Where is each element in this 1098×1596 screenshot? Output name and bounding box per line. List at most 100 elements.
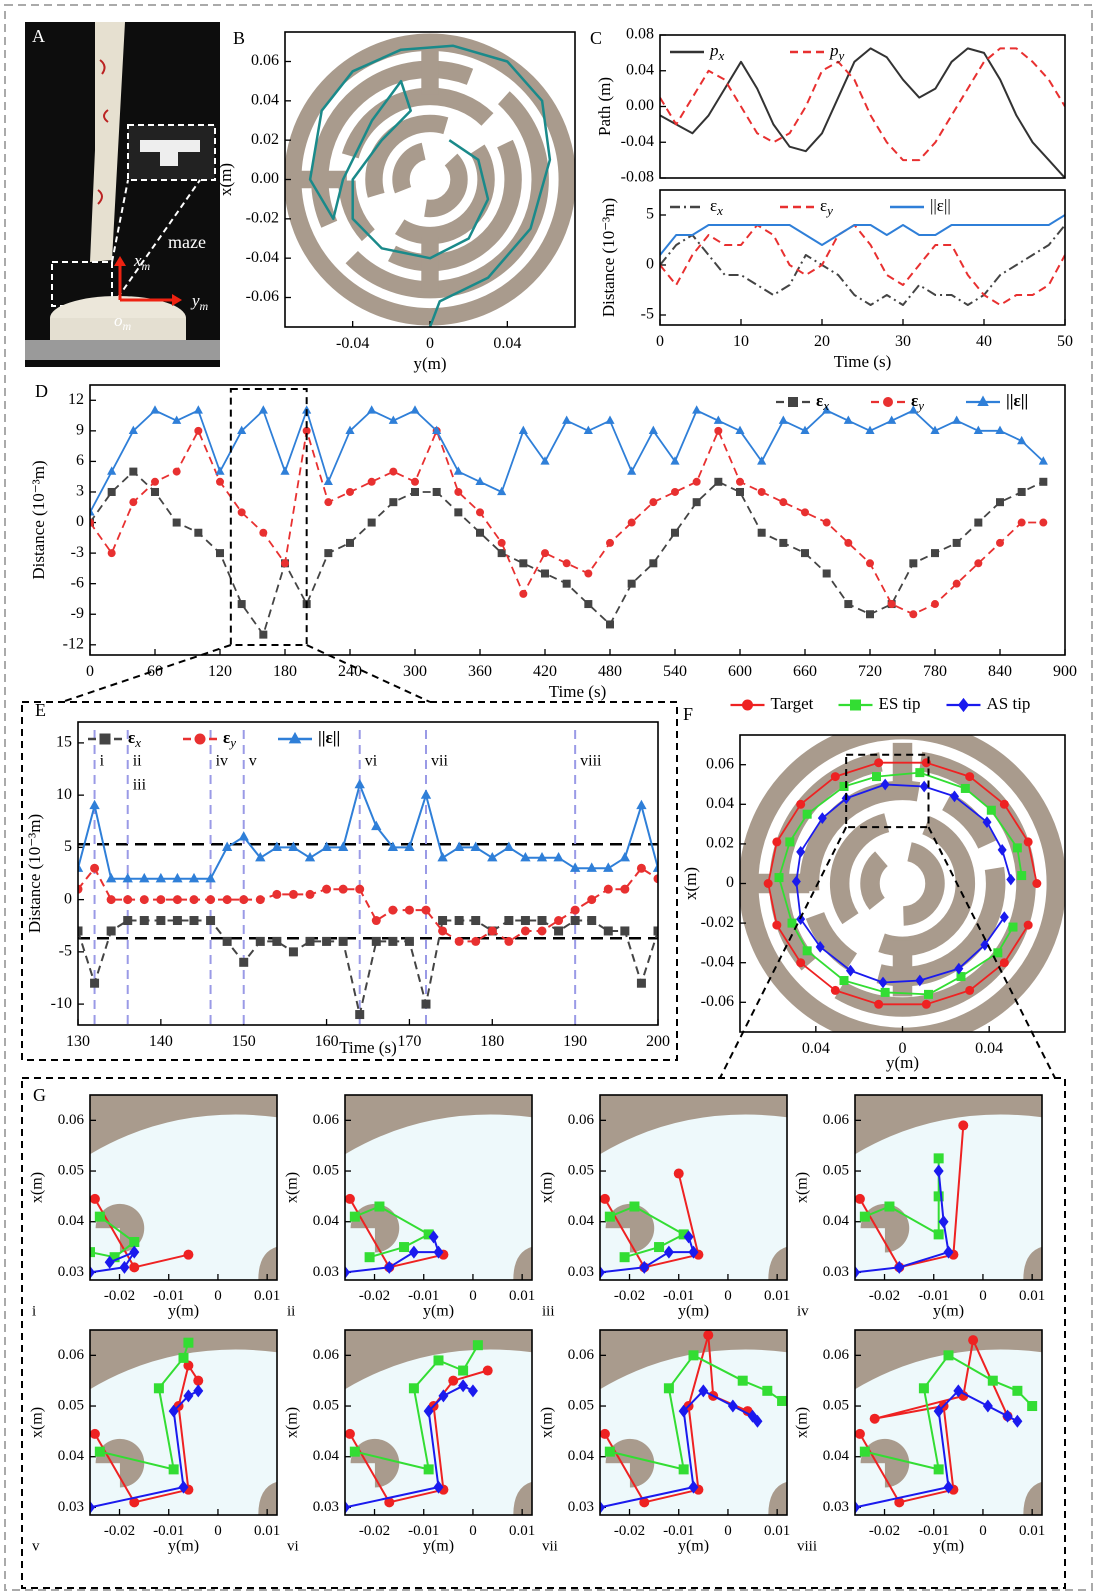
legend-label: ||ε|| (318, 728, 340, 747)
maze-wall (374, 123, 486, 235)
data-point (256, 895, 265, 904)
x-tick-label: -0.01 (408, 1523, 439, 1539)
data-point (422, 906, 431, 915)
data-point (173, 895, 182, 904)
data-point (355, 885, 364, 894)
data-point (448, 1376, 458, 1386)
x-tick-label: 120 (208, 663, 232, 680)
legend-name: ε (820, 196, 827, 215)
event-label: ii (133, 753, 142, 770)
x-axis-label: y(m) (423, 1538, 454, 1555)
data-point (924, 990, 933, 999)
data-point (1000, 958, 1009, 967)
data-point (538, 926, 547, 935)
data-point (350, 1447, 360, 1457)
y-tick-label: 0.04 (313, 1213, 340, 1229)
data-point (173, 468, 181, 476)
y-tick-label: -3 (71, 544, 84, 561)
data-point (1018, 519, 1026, 527)
data-point (605, 1447, 615, 1457)
x-tick-label: 0.01 (254, 1523, 280, 1539)
data-point (424, 1464, 434, 1474)
legend-name: ||ε|| (318, 728, 340, 747)
zoom-connector (62, 645, 430, 702)
data-point (571, 906, 580, 915)
data-point (306, 937, 315, 946)
data-point (434, 1355, 444, 1365)
legend-label: ||ε|| (930, 196, 951, 215)
data-point (306, 890, 315, 899)
data-point (95, 1447, 105, 1457)
y-axis-label: x(m) (284, 1172, 301, 1203)
data-point (620, 1252, 630, 1262)
data-point (803, 810, 812, 819)
x-tick-label: 240 (338, 663, 362, 680)
data-point (488, 926, 497, 935)
x-tick-label: 0 (426, 335, 434, 352)
data-point (922, 1000, 931, 1009)
data-point (600, 1194, 610, 1204)
data-point (193, 1376, 203, 1386)
data-point (239, 831, 249, 840)
data-point (961, 784, 970, 793)
x-tick-label: -0.02 (104, 1523, 135, 1539)
y-tick-label: 0.04 (251, 92, 279, 109)
legend-marker (195, 734, 206, 745)
data-point (368, 519, 376, 527)
x-tick-label: 0.01 (509, 1288, 535, 1304)
data-point (405, 906, 414, 915)
data-point (692, 405, 701, 413)
series-line (660, 225, 1065, 305)
data-point (1013, 843, 1022, 852)
data-point (553, 852, 563, 861)
data-point (953, 580, 961, 588)
legend-name: ||ε|| (930, 196, 951, 215)
data-point (931, 600, 939, 608)
data-point (671, 488, 679, 496)
annotation-sub: m (200, 299, 209, 313)
legend-name: ||ε|| (1006, 391, 1028, 410)
data-point (216, 549, 224, 557)
y-tick-label: -0.04 (246, 249, 279, 266)
y-tick-label: 0.03 (313, 1499, 339, 1515)
data-point (629, 1202, 639, 1212)
data-point (844, 539, 852, 547)
data-point (172, 873, 182, 882)
legend-name: p (709, 41, 719, 60)
data-point (215, 466, 224, 474)
data-point (1012, 1386, 1022, 1396)
data-point (454, 488, 462, 496)
x-tick-label: 0 (979, 1523, 987, 1539)
data-point (139, 873, 149, 882)
data-point (346, 488, 354, 496)
x-tick-label: 0 (724, 1523, 732, 1539)
data-point (758, 529, 766, 537)
x-tick-label: -0.01 (153, 1288, 184, 1304)
data-point (993, 948, 1002, 957)
x-tick-label: 0.04 (493, 335, 521, 352)
panel-box (22, 702, 677, 1060)
x-tick-label: 600 (728, 663, 752, 680)
x-tick-label: 20 (814, 333, 830, 350)
y-tick-label: 0.05 (568, 1397, 594, 1413)
data-point (404, 842, 414, 851)
data-point (1006, 874, 1015, 886)
y-axis-label: x(m) (539, 1407, 556, 1438)
data-point (374, 1202, 384, 1212)
data-point (89, 800, 99, 809)
y-tick-label: 0.06 (568, 1347, 595, 1363)
data-point (519, 590, 527, 598)
data-point (372, 916, 381, 925)
data-point (438, 916, 447, 925)
data-point (872, 772, 881, 781)
data-point (504, 842, 514, 851)
x-tick-label: -0.02 (869, 1523, 900, 1539)
data-point (934, 1464, 944, 1474)
x-tick-label: 30 (895, 333, 911, 350)
sub-panel-label: vi (287, 1538, 299, 1554)
data-point (90, 1194, 100, 1204)
data-point (504, 916, 513, 925)
x-tick-label: -0.02 (614, 1523, 645, 1539)
data-point (541, 569, 549, 577)
data-point (604, 926, 613, 935)
